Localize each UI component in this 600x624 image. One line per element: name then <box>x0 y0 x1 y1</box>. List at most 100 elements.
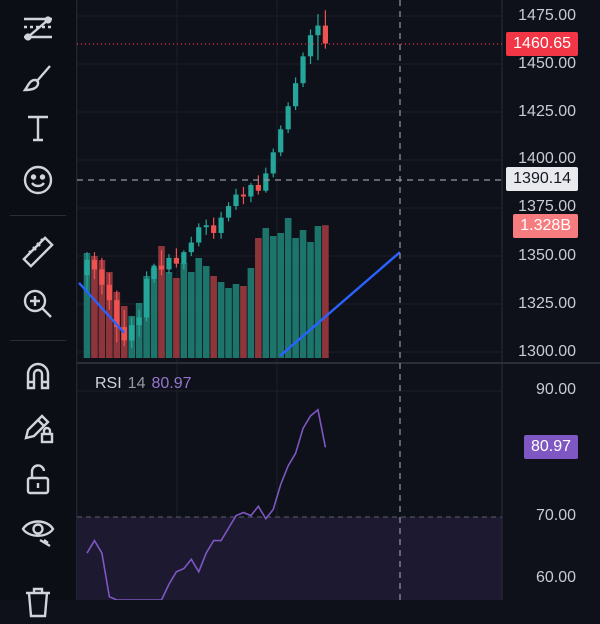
volume-bar <box>247 268 255 358</box>
volume-bar <box>240 286 247 358</box>
candle-body <box>300 56 306 84</box>
candle-body <box>293 83 299 107</box>
unlock-tool[interactable] <box>14 458 62 502</box>
candle-body <box>136 317 142 326</box>
lock-drawings-tool[interactable] <box>14 406 62 450</box>
candles <box>84 10 328 349</box>
toolbar-separator <box>10 215 66 216</box>
volume-tag: 1.328B <box>513 214 578 238</box>
rsi-axis-label: 90.00 <box>535 381 576 398</box>
trash-icon <box>26 587 50 618</box>
drawing-toolbar <box>0 0 77 618</box>
candle-body <box>315 25 321 36</box>
candle-body <box>166 257 172 270</box>
volume-bar <box>173 278 180 358</box>
trend-line-icon <box>24 16 52 41</box>
rsi-legend-value: 80.97 <box>151 375 192 392</box>
volume-bar <box>188 272 195 358</box>
chart-area[interactable]: 1475.00 1450.00 1425.00 1400.00 1375.00 … <box>77 0 600 600</box>
rsi-legend[interactable]: RSI 14 80.97 <box>95 375 198 393</box>
rsi-axis-label: 60.00 <box>535 569 576 586</box>
volume-bar <box>202 266 210 358</box>
candle-body <box>188 242 194 253</box>
volume-bar <box>277 233 284 358</box>
candle-body <box>322 25 328 44</box>
magnet-tool[interactable] <box>14 354 62 398</box>
eye-icon <box>21 520 55 548</box>
candle-body <box>173 257 179 264</box>
volume-bar <box>307 242 314 358</box>
volume-bars <box>83 218 329 358</box>
candle-body <box>99 269 105 285</box>
volume-bar <box>150 268 158 358</box>
volume-bar <box>299 230 307 358</box>
volume-bar <box>292 238 299 358</box>
brush-icon <box>22 65 51 92</box>
trend-line <box>78 282 126 334</box>
price-label: 1475.00 <box>518 7 576 24</box>
smiley-icon <box>23 165 53 195</box>
delete-tool[interactable] <box>14 580 62 624</box>
candle-body <box>144 279 150 318</box>
candle-body <box>196 227 202 243</box>
brush-tool[interactable] <box>14 56 62 100</box>
candle-body <box>106 284 112 301</box>
candle-body <box>263 173 269 191</box>
candle-body <box>240 194 247 197</box>
price-label: 1450.00 <box>518 55 576 72</box>
trend-line-tool[interactable] <box>14 6 62 50</box>
price-label: 1425.00 <box>518 103 576 120</box>
toolbar-separator <box>10 340 66 341</box>
trend-line <box>279 251 401 357</box>
candle-body <box>211 225 217 233</box>
candle-body <box>181 252 187 264</box>
volume-bar <box>225 288 232 358</box>
candle-body <box>270 152 276 174</box>
pencil-lock-icon <box>24 414 54 444</box>
candle-body <box>151 265 157 280</box>
crosshair-price-tag: 1390.14 <box>506 167 578 191</box>
candle-body <box>91 259 98 270</box>
volume-bar <box>165 272 173 358</box>
volume-bar <box>180 263 188 358</box>
price-label: 1325.00 <box>518 295 576 312</box>
candle-body <box>225 206 232 218</box>
chart-canvas[interactable] <box>77 0 600 600</box>
price-label: 1300.00 <box>518 343 576 360</box>
rsi-axis-label: 70.00 <box>535 507 576 524</box>
volume-bar <box>322 225 329 358</box>
rsi-value-tag: 80.97 <box>523 435 578 459</box>
zoom-tool[interactable] <box>14 282 62 326</box>
candle-body <box>278 129 284 153</box>
rsi-line <box>86 408 327 600</box>
volume-bar <box>83 253 91 358</box>
candle-body <box>84 259 90 276</box>
measure-tool[interactable] <box>14 230 62 274</box>
volume-bar <box>262 228 270 358</box>
volume-bar <box>210 276 217 358</box>
text-icon <box>28 115 48 142</box>
volume-bar <box>284 218 292 358</box>
magnet-icon <box>26 362 50 390</box>
zoom-in-icon <box>23 289 52 318</box>
candle-body <box>158 265 165 270</box>
text-tool[interactable] <box>14 106 62 150</box>
volume-bar <box>269 236 277 358</box>
volume-bar <box>158 246 165 358</box>
candle-body <box>121 327 127 341</box>
visibility-tool[interactable] <box>14 508 62 552</box>
volume-bar <box>314 226 322 358</box>
volume-bar <box>195 258 203 358</box>
rsi-name: RSI <box>95 375 122 392</box>
candle-body <box>129 325 135 341</box>
trend-lines[interactable] <box>78 251 401 357</box>
candle-body <box>248 184 254 197</box>
volume-bar <box>255 238 262 358</box>
ruler-icon <box>22 236 54 268</box>
candle-body <box>114 300 120 328</box>
price-label: 1375.00 <box>518 198 576 215</box>
emoji-tool[interactable] <box>14 158 62 202</box>
rsi-overbought-band <box>77 517 502 600</box>
candle-body <box>255 184 261 191</box>
candle-body <box>233 194 239 207</box>
